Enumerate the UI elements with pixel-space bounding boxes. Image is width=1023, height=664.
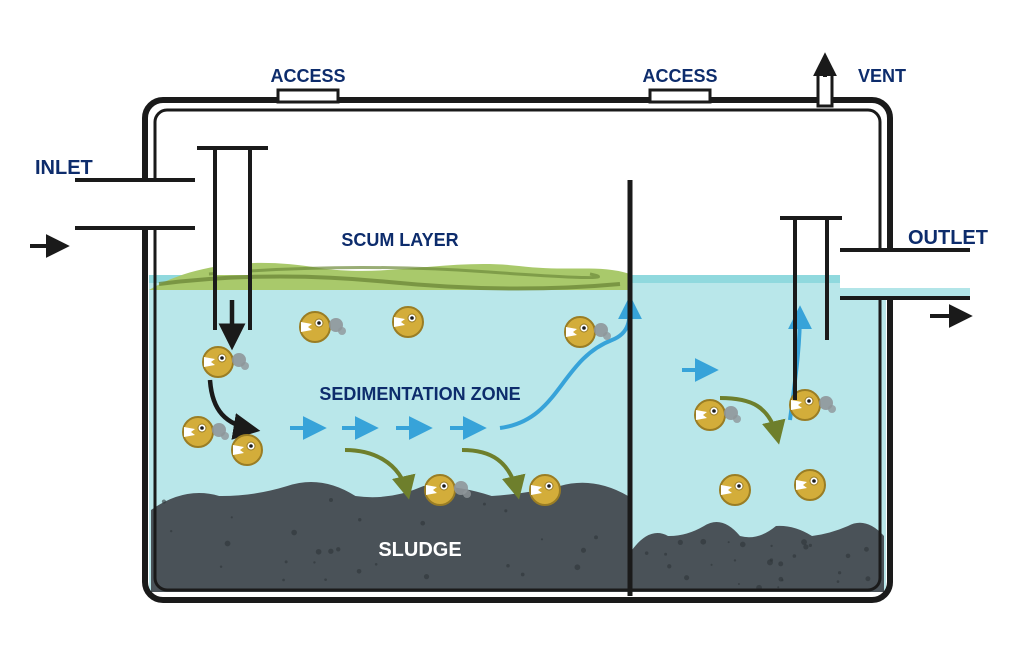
microbe-2 — [232, 435, 262, 465]
vent-label: VENT — [858, 66, 906, 86]
microbe-6 — [530, 475, 560, 505]
sludge-label: SLUDGE — [378, 539, 461, 561]
scum-label: SCUM LAYER — [341, 230, 458, 250]
inlet-pipe-fill — [75, 180, 195, 228]
access1-label: ACCESS — [270, 66, 345, 86]
outlet-label: OUTLET — [908, 227, 988, 249]
inlet-label: INLET — [35, 157, 93, 179]
access-port-0 — [278, 90, 338, 102]
microbe-11 — [795, 470, 825, 500]
vent-pipe — [818, 73, 832, 106]
access2-label: ACCESS — [642, 66, 717, 86]
sediment-label: SEDIMENTATION ZONE — [319, 384, 520, 404]
microbe-10 — [720, 475, 750, 505]
access-port-1 — [650, 90, 710, 102]
microbe-4 — [393, 307, 423, 337]
